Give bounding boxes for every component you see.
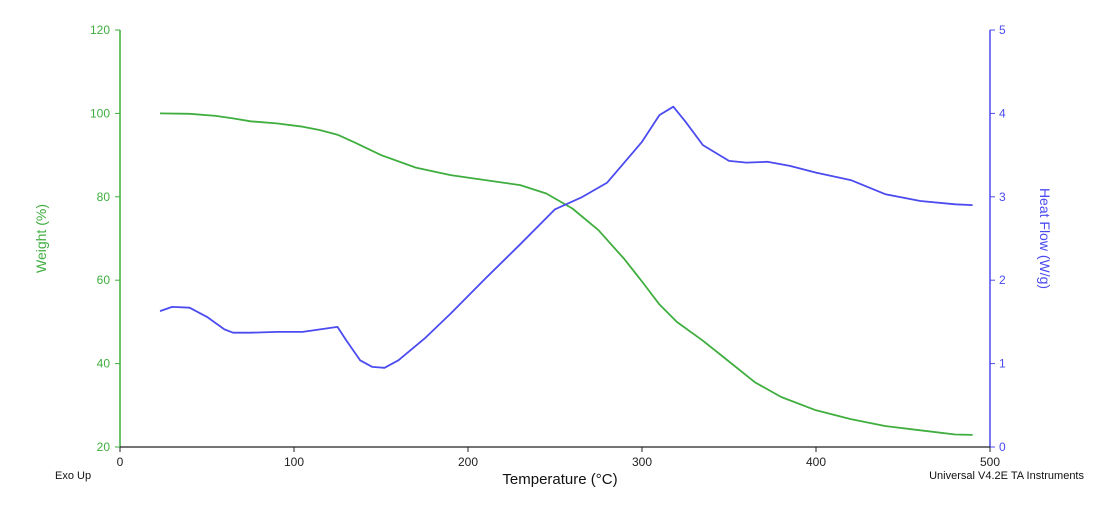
x-axis-label: Temperature (°C)	[502, 471, 617, 488]
axes-group	[119, 30, 991, 448]
right-tick-label: 4	[999, 106, 1006, 120]
x-tick-label: 100	[284, 455, 304, 469]
x-tick-label: 300	[632, 455, 652, 469]
x-tick-label: 0	[117, 455, 124, 469]
right-axis-label: Heat Flow (W/g)	[1037, 188, 1053, 289]
x-tick-label: 200	[458, 455, 478, 469]
weight-line	[159, 112, 973, 436]
x-tick-label: 400	[806, 455, 826, 469]
x-axis-ticks: 0 100 200 300 400 500	[117, 447, 1000, 469]
heat-flow-line	[159, 105, 973, 369]
right-tick-label: 5	[999, 23, 1006, 37]
series-group	[159, 105, 973, 436]
left-axis-label: Weight (%)	[33, 204, 49, 273]
left-tick-label: 100	[90, 106, 110, 120]
right-axis-ticks: 0 1 2 3 4 5	[990, 23, 1006, 454]
x-tick-label: 500	[980, 455, 1000, 469]
right-tick-label: 1	[999, 357, 1006, 371]
left-tick-label: 80	[97, 190, 111, 204]
left-axis-ticks: 20 40 60 80 100 120	[90, 23, 120, 454]
right-tick-label: 3	[999, 190, 1006, 204]
left-tick-label: 40	[97, 357, 111, 371]
right-tick-label: 2	[999, 273, 1006, 287]
instrument-credit: Universal V4.2E TA Instruments	[929, 470, 1084, 482]
exo-up-note: Exo Up	[55, 470, 92, 482]
left-tick-label: 60	[97, 273, 111, 287]
right-tick-label: 0	[999, 440, 1006, 454]
left-tick-label: 20	[97, 440, 111, 454]
left-tick-label: 120	[90, 23, 110, 37]
